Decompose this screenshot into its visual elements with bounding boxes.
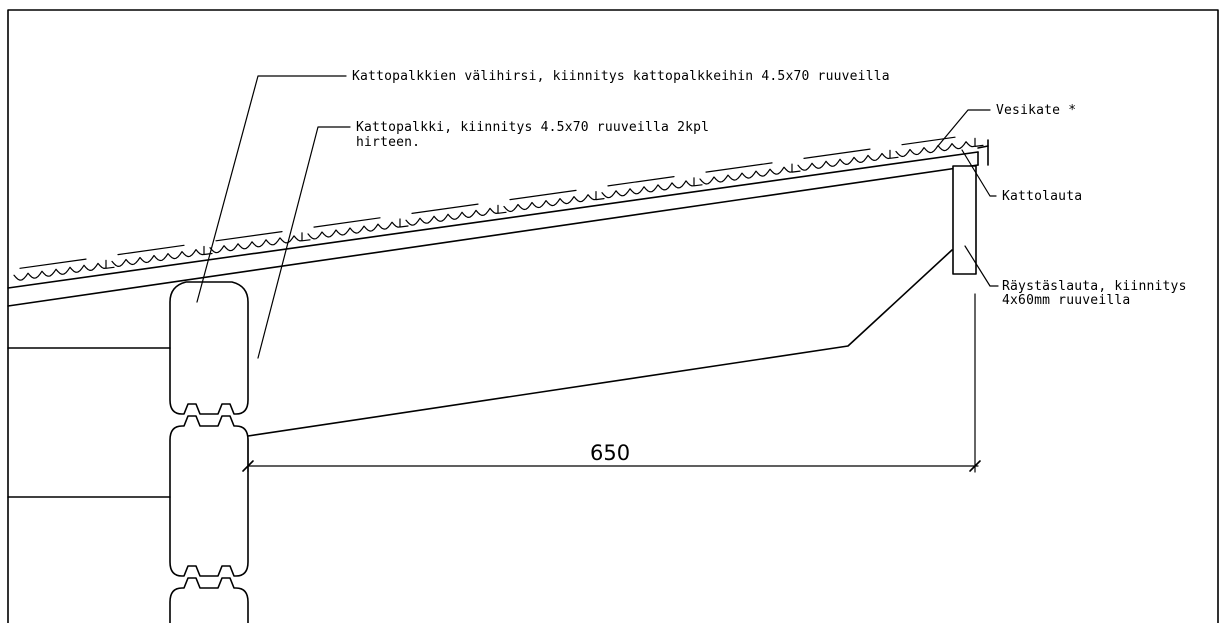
- roof-beam: [7, 151, 979, 307]
- dimension-650: 650: [242, 293, 981, 473]
- label-kattopalkki-line1: Kattopalkki, kiinnitys 4.5x70 ruuveilla …: [356, 120, 709, 135]
- drawing-frame: [7, 9, 1219, 623]
- leader-kattopalkki: [257, 126, 351, 359]
- label-kattolauta: Kattolauta: [1002, 189, 1082, 204]
- roofing-profile: [13, 136, 984, 281]
- label-kattopalkki-line2: hirteen.: [356, 135, 420, 150]
- log-wall: [169, 281, 249, 623]
- leader-valihirsi: [196, 75, 347, 303]
- label-vesikate: Vesikate *: [996, 103, 1076, 118]
- leader-vesikate: [937, 109, 991, 147]
- label-raystaslauta-line1: Räystäslauta, kiinnitys: [1002, 279, 1187, 294]
- roofing-corrugated-sheet: [13, 136, 984, 281]
- leader-raystaslauta: [964, 245, 999, 287]
- section-break-line: [247, 249, 953, 437]
- eave-board: [952, 165, 977, 275]
- label-raystaslauta-line2: 4x60mm ruuveilla: [1002, 293, 1130, 308]
- leader-kattolauta: [961, 149, 997, 197]
- roof-end-board: [977, 139, 989, 166]
- dimension-value: 650: [590, 441, 630, 465]
- label-valihirsi: Kattopalkkien välihirsi, kiinnitys katto…: [352, 69, 890, 84]
- interior-lines: [7, 347, 171, 498]
